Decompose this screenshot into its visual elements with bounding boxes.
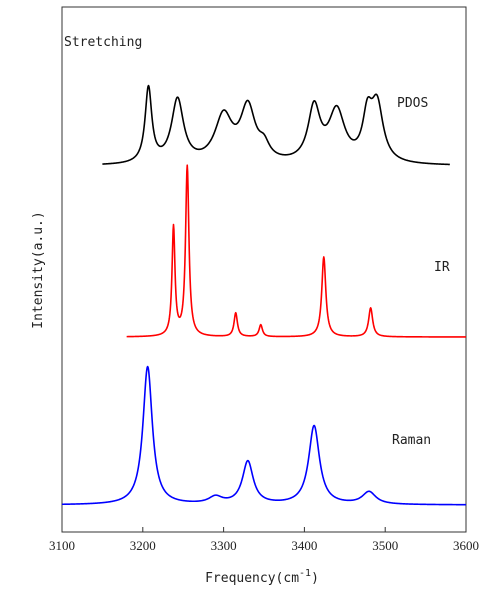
x-tick-label: 3500 [372,538,398,553]
x-tick-label: 3600 [453,538,479,553]
series-label-raman: Raman [392,433,431,448]
x-axis-label: Frequency(cm-1) [205,568,319,586]
x-axis-label-base: Frequency [205,571,276,586]
plot-frame [61,6,467,533]
x-tick-label: 3200 [130,538,156,553]
x-axis-ticks: 3100 3200 3300 3400 3500 3600 [49,527,479,553]
x-axis-label-unit-prefix: (cm [276,571,300,586]
x-tick-label: 3300 [211,538,237,553]
chart-title: Stretching [64,35,142,50]
x-tick-label: 3400 [291,538,317,553]
series-line-raman [61,365,467,506]
x-axis-label-exp: -1 [299,568,311,579]
series-label-pdos: PDOS [397,96,428,111]
y-axis-label: Intensity(a.u.) [31,211,46,328]
x-tick-label: 3100 [49,538,75,553]
series-layer [61,84,467,506]
series-line-ir [126,164,467,338]
series-line-pdos [102,84,451,166]
x-axis-label-unit-suffix: ) [311,571,319,586]
series-label-ir: IR [434,260,450,275]
